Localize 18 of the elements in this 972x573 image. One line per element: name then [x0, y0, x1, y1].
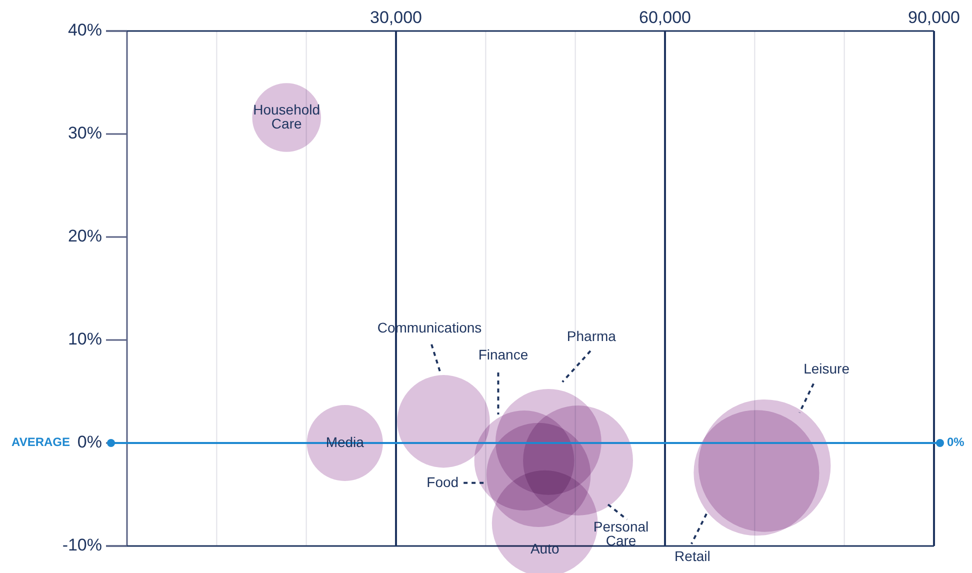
text: Pharma: [566, 328, 616, 344]
text: Food: [426, 474, 459, 490]
x-tick-label: 90,000: [908, 8, 960, 27]
series-label: Retail: [674, 548, 710, 564]
series-label: Personal Care: [593, 518, 649, 548]
y-tick-label: 30%: [68, 123, 102, 142]
y-tick-label: 10%: [68, 329, 102, 348]
y-tick-label: -10%: [62, 535, 102, 554]
x-tick-label: 30,000: [370, 8, 422, 27]
y-tick-label: 0%: [77, 432, 102, 452]
ref-line-label: AVERAGE: [12, 435, 70, 450]
text: Leisure: [804, 360, 850, 376]
y-tick-label: 40%: [68, 20, 102, 40]
y-tick-label: 20%: [68, 226, 102, 246]
series-label: Household Care: [253, 101, 320, 132]
x-tick-label: 60,000: [639, 8, 691, 27]
text: 0%: [947, 435, 964, 450]
text: Finance: [478, 346, 528, 362]
